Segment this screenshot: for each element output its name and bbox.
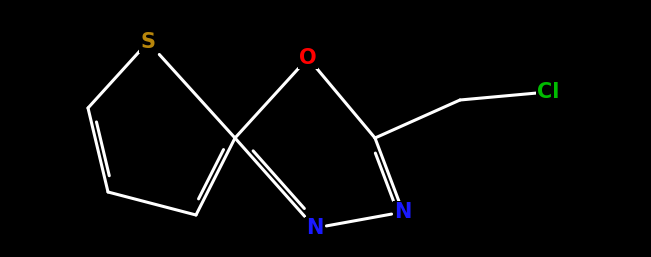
Text: N: N bbox=[395, 202, 411, 222]
Text: S: S bbox=[141, 32, 156, 52]
Text: Cl: Cl bbox=[537, 82, 559, 102]
Text: O: O bbox=[299, 48, 317, 68]
Text: N: N bbox=[307, 218, 324, 238]
